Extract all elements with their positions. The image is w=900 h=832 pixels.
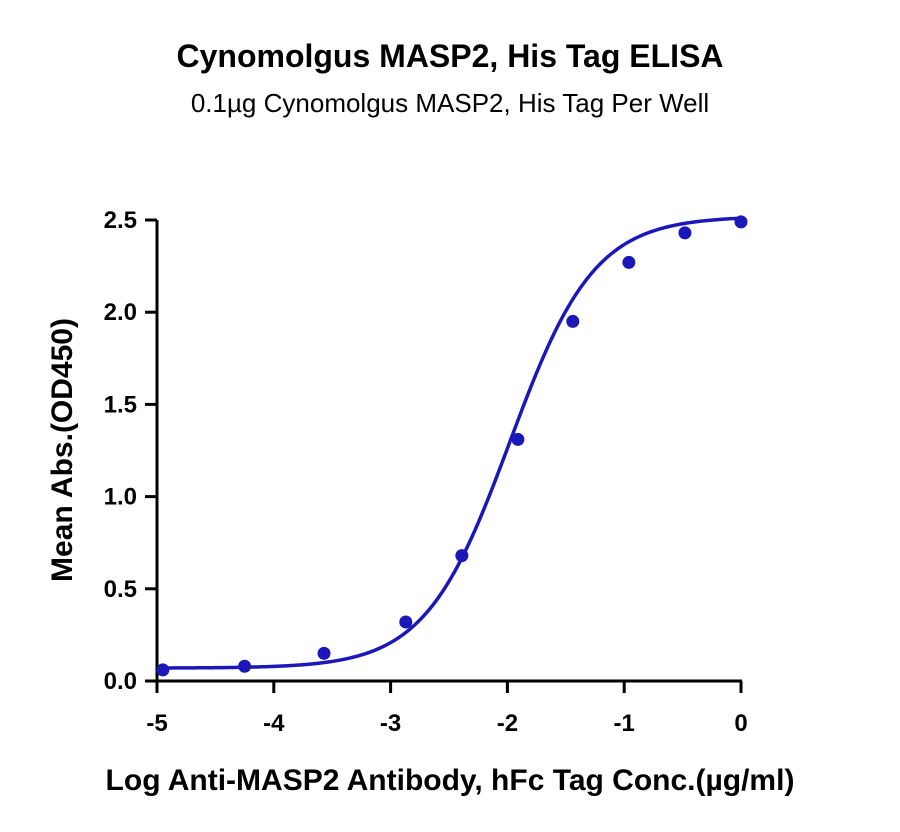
data-point	[156, 663, 170, 677]
x-tick-label: 0	[734, 710, 747, 737]
data-point	[622, 255, 636, 269]
data-point	[317, 646, 331, 660]
data-point	[678, 226, 692, 240]
data-point	[455, 549, 469, 563]
y-tick-label: 2.5	[104, 207, 137, 234]
x-tick-label: -5	[146, 710, 167, 737]
data-point	[238, 659, 252, 673]
plot-area	[156, 215, 748, 677]
y-tick-label: 0.5	[104, 576, 137, 603]
x-tick-label: -2	[497, 710, 518, 737]
x-axis-title: Log Anti-MASP2 Antibody, hFc Tag Conc.(µ…	[106, 764, 795, 797]
data-point	[734, 215, 748, 229]
y-tick-label: 1.0	[104, 484, 137, 511]
data-point	[566, 314, 580, 328]
y-tick-label: 1.5	[104, 391, 137, 418]
y-axis-title: Mean Abs.(OD450)	[46, 318, 79, 582]
data-point	[511, 432, 525, 446]
fit-curve	[157, 216, 742, 670]
chart-title: Cynomolgus MASP2, His Tag ELISA	[176, 38, 724, 74]
x-tick-label: -1	[614, 710, 635, 737]
data-point	[399, 615, 413, 629]
y-axis: 0.0 0.5 1.0 1.5 2.0 2.5	[104, 207, 159, 695]
x-axis: -5 -4 -3 -2 -1 0	[146, 679, 748, 737]
x-tick-label: -3	[380, 710, 401, 737]
y-tick-label: 2.0	[104, 299, 137, 326]
chart-subtitle: 0.1µg Cynomolgus MASP2, His Tag Per Well	[190, 88, 710, 118]
x-tick-label: -4	[263, 710, 285, 737]
y-tick-label: 0.0	[104, 668, 137, 695]
